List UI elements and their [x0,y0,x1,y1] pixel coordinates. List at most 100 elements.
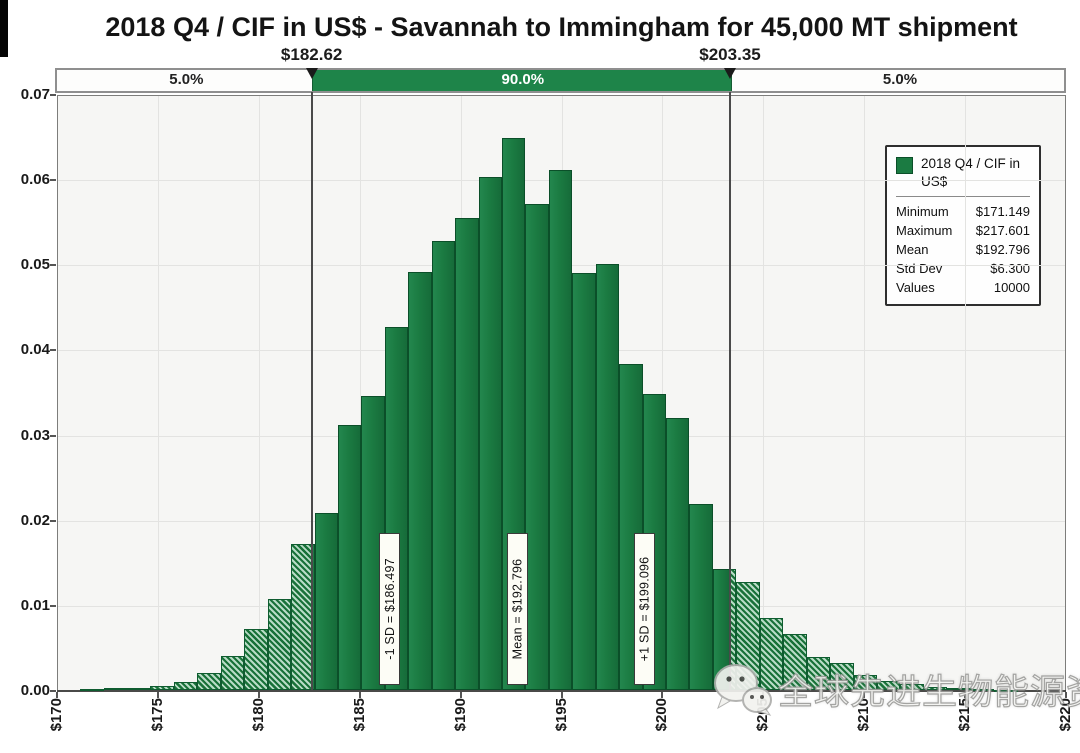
histogram-bar [736,582,760,690]
x-axis-tick-label: $185 [350,698,368,732]
x-axis-tick [964,692,967,698]
sd-annotation-text: Mean = $192.796 [510,558,525,660]
y-axis-tick-label: 0.04 [20,341,50,359]
histogram-bar [431,240,456,690]
right-delimiter-handle[interactable] [724,68,736,79]
histogram-bar [361,395,385,690]
histogram-bar [759,617,784,690]
stat-label: Maximum [896,223,953,239]
x-axis-tick-label: $170 [48,698,65,732]
histogram-bar [408,272,432,690]
histogram-bar [478,176,502,690]
vertical-gridline [965,96,967,690]
x-axis-tick [459,692,462,698]
band-left-percent: 5.0% [169,71,204,88]
y-axis-tick [50,690,56,692]
x-axis-tick [56,692,58,698]
probability-band: 5.0% 90.0% 5.0% [55,68,1066,93]
histogram-bar [947,687,971,690]
x-axis-tick-label: $200 [653,698,671,732]
histogram-bar [923,686,948,690]
legend-divider [896,196,1030,198]
stat-label: Values [896,280,935,296]
y-axis-tick-label: 0.07 [20,86,50,103]
histogram-bar [244,628,268,690]
y-axis-tick [50,604,56,607]
stat-value: $171.149 [975,204,1030,220]
band-90pct-segment [311,70,732,91]
vertical-gridline [359,96,361,690]
x-axis-tick-label: $175 [148,698,166,732]
histogram-bar [783,633,807,690]
y-axis-tick-label: 0.02 [20,511,50,529]
left-delimiter-handle[interactable] [305,68,318,79]
band-middle-percent: 90.0% [501,71,545,88]
vertical-gridline [157,96,159,690]
histogram-bar [548,169,573,690]
x-axis-tick-label: $210 [855,698,873,732]
y-axis-tick [50,434,56,437]
histogram-bar [572,272,596,690]
y-axis-tick-label: 0.00 [20,682,50,699]
x-axis-tick [661,692,664,698]
histogram-bar [314,513,338,690]
chart-title: 2018 Q4 / CIF in US$ - Savannah to Immin… [105,12,1018,42]
sd-annotation-flag: Mean = $192.796 [506,533,528,685]
stat-value: $6.300 [990,261,1030,277]
histogram-bar [712,569,730,690]
histogram-bar [853,674,877,690]
histogram-bar [876,680,901,690]
vertical-gridline [763,96,765,690]
legend-stat-row: Std Dev $6.300 [896,259,1030,278]
legend-panel[interactable]: 2018 Q4 / CIF in US$ Minimum $171.149 Ma… [885,145,1041,307]
histogram-bar [666,417,690,690]
vertical-gridline [258,96,260,690]
y-axis-tick-label: 0.03 [20,426,50,444]
histogram-bar [994,690,1018,693]
sd-annotation-text: -1 SD = $186.497 [382,558,397,660]
sd-annotation-text: +1 SD = $199.096 [637,556,652,662]
histogram-bar [525,203,549,690]
vertical-gridline [864,96,866,690]
stat-label: Std Dev [896,261,943,277]
histogram-bar [267,599,292,690]
legend-stat-row: Minimum $171.149 [896,202,1030,221]
histogram-bar [173,682,198,690]
y-axis-tick-label: 0.06 [20,171,50,189]
legend-series-label: 2018 Q4 / CIF in US$ [921,156,1021,189]
x-axis-tick-label: $205 [754,698,772,732]
left-delimiter-value-label: $182.62 [280,45,343,64]
legend-stat-row: Maximum $217.601 [896,221,1030,240]
right-delimiter-value-label: $203.35 [699,45,761,64]
stat-value: 10000 [993,280,1030,296]
x-axis-tick [560,692,563,698]
x-axis-tick-label: $180 [249,698,267,732]
histogram-bar [197,673,221,690]
stat-value: $217.601 [975,223,1030,239]
histogram-bar [595,263,620,690]
legend-stat-row: Mean $192.796 [896,240,1030,259]
x-axis-tick [257,692,260,698]
stat-value: $192.796 [975,242,1030,258]
stat-label: Minimum [896,204,949,220]
right-delimiter-line[interactable] [729,92,731,691]
legend-stat-row: Values 10000 [896,278,1030,297]
vertical-gridline [662,96,664,690]
band-right-percent: 5.0% [882,71,918,88]
legend-series-swatch [896,157,913,174]
x-axis-tick-label: $220 [1057,698,1074,732]
histogram-bar [337,425,362,690]
histogram-bar [830,662,854,690]
x-axis-tick [863,692,866,698]
histogram-bar [291,543,312,690]
y-axis-tick-label: 0.01 [20,596,50,614]
x-axis-line [57,690,1066,692]
histogram-bar [970,689,995,692]
histogram-bar [150,685,174,690]
y-axis-tick [50,94,56,96]
y-axis-tick-label: 0.05 [20,256,50,274]
y-axis-tick [50,519,56,522]
histogram-bar [900,684,924,690]
left-delimiter-line[interactable] [310,92,313,691]
sd-annotation-flag: +1 SD = $199.096 [633,533,655,685]
